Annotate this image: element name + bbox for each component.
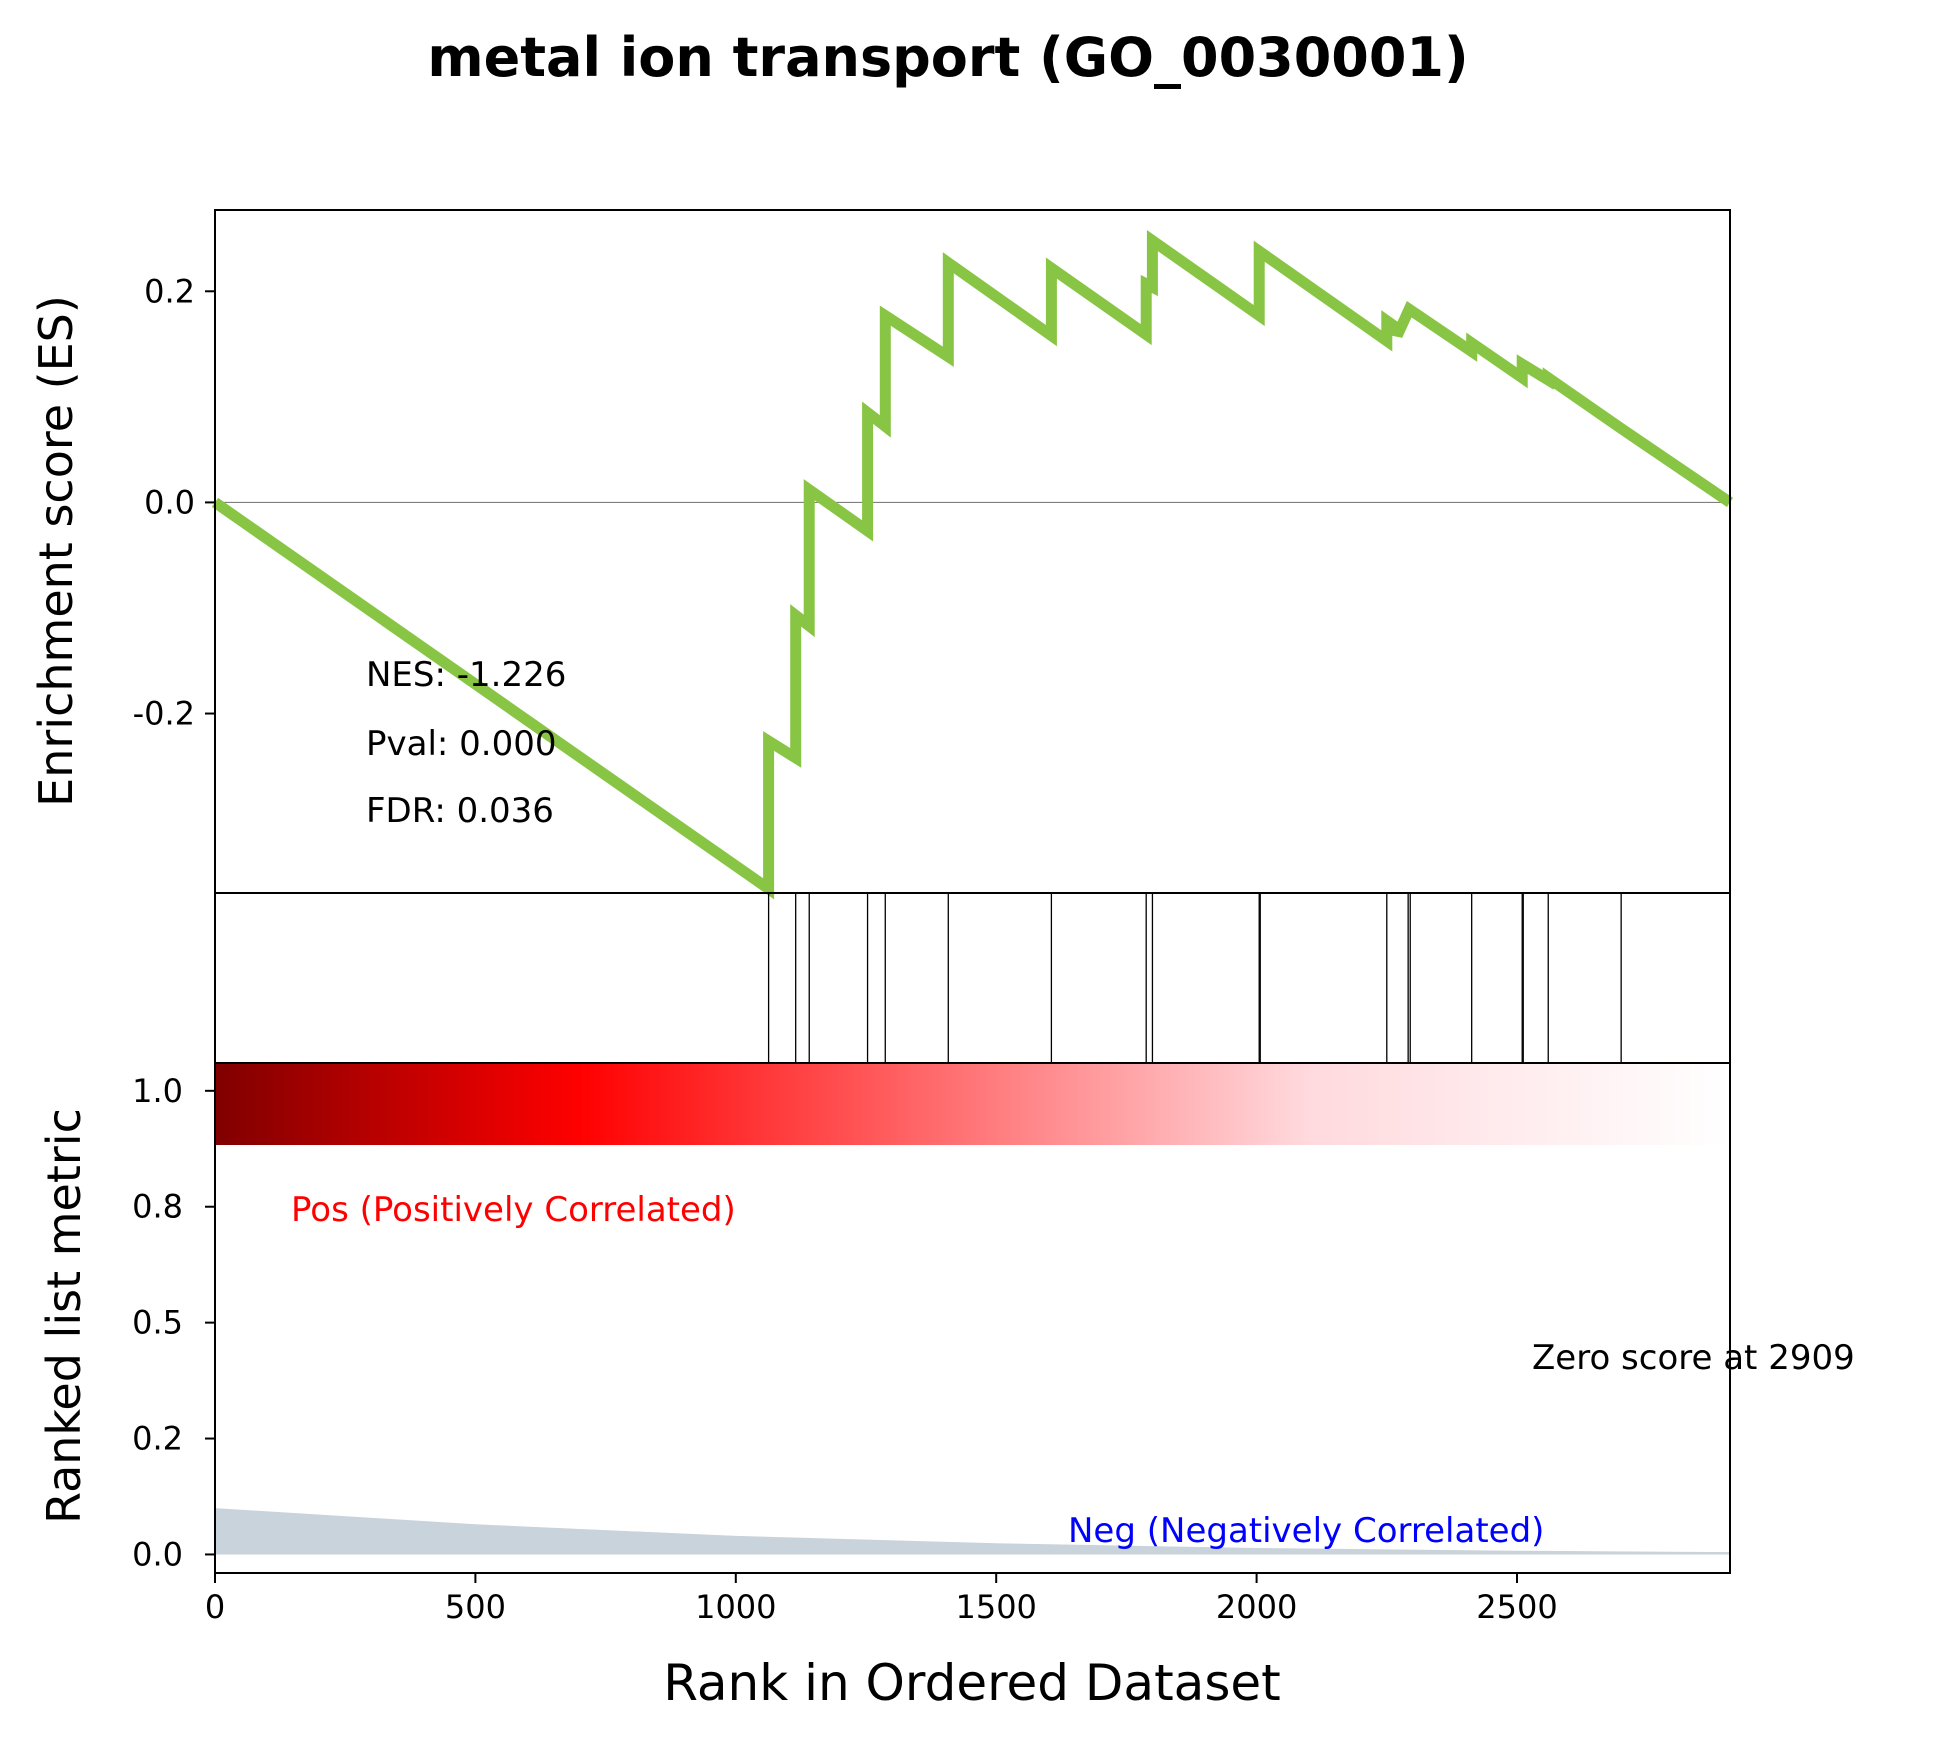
hits-panel-frame	[214, 892, 1731, 1064]
x-tick-label: 1000	[695, 1588, 776, 1626]
x-tick-label: 500	[445, 1588, 506, 1626]
metric-ytick-label: 0.5	[132, 1304, 183, 1342]
neg-label: Neg (Negatively Correlated)	[1068, 1511, 1544, 1551]
hit-lines	[767, 893, 1622, 1063]
fdr-annotation: FDR: 0.036	[366, 791, 554, 831]
x-tick-label: 0	[205, 1588, 225, 1626]
metric-panel: 1.0 0.8 0.5 0.2 0.0 Ranked list metric Pos (…	[37, 1062, 1855, 1574]
x-axis-label: Rank in Ordered Dataset	[663, 1654, 1280, 1712]
metric-area	[215, 1508, 1730, 1555]
metric-ytick-label: 0.2	[132, 1420, 183, 1458]
metric-ylabel: Ranked list metric	[37, 1108, 91, 1524]
es-ylabel: Enrichment score (ES)	[29, 295, 83, 807]
chart-title: metal ion transport (GO_0030001)	[427, 26, 1468, 89]
es-yticks: 0.2 0.0 -0.2	[133, 272, 215, 733]
metric-yticks: 1.0 0.8 0.5 0.2 0.0	[132, 1072, 215, 1573]
es-ytick-label: 0.2	[144, 272, 195, 310]
x-tick-label: 2000	[1216, 1588, 1297, 1626]
nes-annotation: NES: -1.226	[366, 655, 566, 695]
x-tick-label: 2500	[1476, 1588, 1557, 1626]
es-curve	[211, 230, 1734, 900]
es-ytick-label: 0.0	[144, 483, 195, 521]
hits-panel	[214, 892, 1731, 1064]
pos-label: Pos (Positively Correlated)	[291, 1190, 736, 1230]
es-ytick-label: -0.2	[133, 695, 195, 733]
metric-panel-frame	[214, 1062, 1731, 1574]
rank-heatmap-bar	[215, 1063, 1730, 1145]
pval-annotation: Pval: 0.000	[366, 724, 557, 764]
x-axis: 0 500 1000 1500 2000 2500	[205, 1573, 1558, 1626]
zero-score-label: Zero score at 2909	[1532, 1338, 1855, 1378]
es-panel: 0.2 0.0 -0.2 Enrichment score (ES) NES: -1…	[29, 209, 1734, 900]
metric-ytick-label: 0.0	[132, 1535, 183, 1573]
x-tick-label: 1500	[955, 1588, 1036, 1626]
metric-ytick-label: 0.8	[132, 1188, 183, 1226]
metric-ytick-label: 1.0	[132, 1072, 183, 1110]
